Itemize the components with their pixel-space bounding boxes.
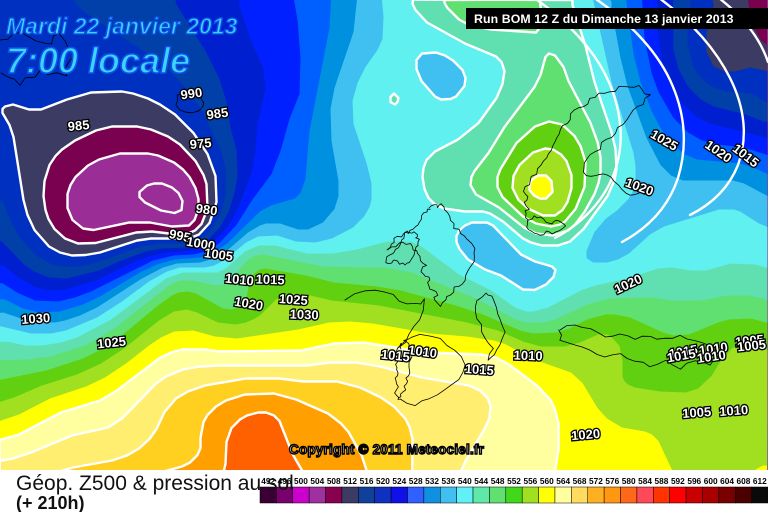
svg-text:1030: 1030 <box>21 310 51 327</box>
svg-text:1015: 1015 <box>255 272 284 288</box>
svg-text:1015: 1015 <box>464 361 494 378</box>
svg-text:1030: 1030 <box>289 307 318 323</box>
svg-text:1010: 1010 <box>719 402 749 419</box>
svg-text:1025: 1025 <box>278 291 308 308</box>
svg-text:1010: 1010 <box>513 348 542 364</box>
svg-text:1015: 1015 <box>380 347 410 365</box>
svg-text:1020: 1020 <box>571 426 601 443</box>
svg-text:1005: 1005 <box>682 404 712 421</box>
svg-text:980: 980 <box>195 201 219 219</box>
svg-text:975: 975 <box>189 135 212 152</box>
svg-text:990: 990 <box>180 85 204 103</box>
svg-text:1005: 1005 <box>736 337 766 355</box>
svg-text:1010: 1010 <box>224 271 254 289</box>
svg-text:985: 985 <box>67 117 90 134</box>
svg-text:1025: 1025 <box>96 334 126 352</box>
svg-text:985: 985 <box>206 105 230 123</box>
